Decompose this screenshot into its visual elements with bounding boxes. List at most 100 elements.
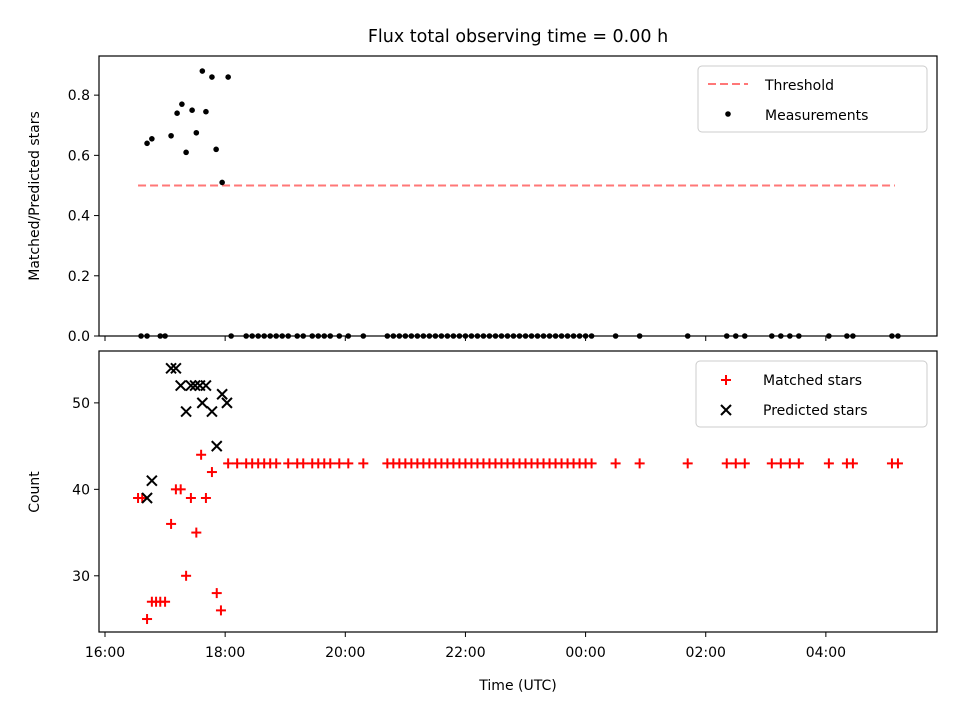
x-stroke-2 xyxy=(206,405,218,418)
x-tick-label: 22:00 xyxy=(445,645,485,661)
matched-star-point xyxy=(739,458,750,469)
x-tick-label: 00:00 xyxy=(565,645,605,661)
measurement-point xyxy=(144,140,150,147)
y-tick-label: 0.4 xyxy=(68,209,90,225)
matched-star-point xyxy=(847,458,858,469)
x-stroke-2 xyxy=(211,440,223,452)
matched-star-point xyxy=(160,596,171,607)
measurement-point xyxy=(149,135,155,142)
matched-star-point xyxy=(211,588,222,599)
matched-star-point xyxy=(283,458,294,469)
x-stroke-2 xyxy=(216,388,228,400)
measurement-point xyxy=(203,108,209,115)
predicted-star-point xyxy=(141,492,153,504)
x-stroke-2 xyxy=(221,397,233,409)
matched-star-point xyxy=(721,458,732,469)
predicted-star-point xyxy=(146,474,158,487)
y-tick-label: 40 xyxy=(72,482,90,498)
predicted-star-point xyxy=(196,397,209,409)
y-tick-label: 0.0 xyxy=(68,329,90,345)
y-tick-label: 30 xyxy=(72,569,90,585)
x-axis-label: Time (UTC) xyxy=(478,678,556,694)
x-stroke-2 xyxy=(165,362,177,374)
matched-star-point xyxy=(200,492,211,503)
matched-star-point xyxy=(166,518,177,529)
legend-measurements-swatch xyxy=(725,111,731,117)
matched-star-point xyxy=(586,458,597,469)
y-tick-label: 0.2 xyxy=(68,269,90,285)
measurement-point xyxy=(209,74,215,80)
legend-matched-swatch xyxy=(721,375,731,385)
measurement-point xyxy=(213,146,219,153)
matched-star-point xyxy=(137,492,148,503)
legend-measurements-label: Measurements xyxy=(765,108,868,124)
matched-star-point xyxy=(610,458,621,469)
matched-star-point xyxy=(175,484,186,495)
predicted-star-point xyxy=(221,397,233,409)
legend-predicted-swatch xyxy=(720,404,732,416)
x-tick-label: 20:00 xyxy=(325,645,365,661)
measurement-point xyxy=(179,101,185,107)
x-stroke-2 xyxy=(200,379,212,392)
predicted-star-point xyxy=(170,362,182,374)
matched-star-point xyxy=(793,458,804,469)
matched-star-point xyxy=(682,458,693,469)
matched-star-point xyxy=(892,458,903,469)
matched-star-point xyxy=(343,458,354,469)
legend-predicted-label: Predicted stars xyxy=(763,403,868,419)
x-tick-label: 02:00 xyxy=(686,645,726,661)
predicted-star-point xyxy=(211,440,223,452)
matched-star-point xyxy=(223,458,234,469)
axes-frame xyxy=(98,55,938,337)
measurement-point xyxy=(183,149,189,156)
x-stroke-2 xyxy=(174,379,187,392)
matched-star-point xyxy=(185,492,196,503)
bottom-subplot: 16:00 18:00 20:00 22:00 00:00 02:00 04:00 30 40 5… xyxy=(72,350,938,661)
matched-star-point xyxy=(634,458,645,469)
top-subplot: 0.0 0.2 0.4 0.6 0.8 Threshold Measurements xyxy=(68,55,938,345)
matched-star-point xyxy=(298,458,309,469)
predicted-star-point xyxy=(185,379,197,392)
chart-title: Flux total observing time = 0.00 h xyxy=(368,27,668,47)
measurement-point xyxy=(189,107,195,113)
x-stroke-2 xyxy=(170,362,182,374)
matched-star-point xyxy=(271,458,282,469)
matched-star-point xyxy=(325,458,336,469)
x-tick-label: 04:00 xyxy=(806,645,846,661)
matched-star-point xyxy=(823,458,834,469)
legend-threshold-label: Threshold xyxy=(764,78,834,94)
predicted-star-point xyxy=(206,405,218,418)
matched-star-point xyxy=(784,458,795,469)
x-stroke-2 xyxy=(185,379,197,392)
matched-star-point xyxy=(775,458,786,469)
legend: Matched stars Predicted stars xyxy=(695,360,928,428)
legend: Threshold Measurements xyxy=(697,65,928,133)
predicted-star-point xyxy=(165,362,177,374)
matched-star-point xyxy=(191,527,202,538)
x-stroke-2 xyxy=(146,474,158,487)
matched-star-point xyxy=(334,458,345,469)
measurement-point xyxy=(219,179,225,186)
matched-star-point xyxy=(142,614,153,625)
y-tick-label: 50 xyxy=(72,396,90,412)
measurement-point xyxy=(174,110,180,117)
y-tick-label: 0.6 xyxy=(68,148,90,164)
measurement-point xyxy=(225,74,231,80)
measurement-point xyxy=(199,68,206,74)
predicted-star-point xyxy=(216,388,228,400)
legend-frame xyxy=(697,65,928,133)
axes-frame xyxy=(98,350,938,633)
measurement-point xyxy=(168,132,174,139)
predicted-star-point xyxy=(180,405,192,418)
predicted-star-point xyxy=(174,379,187,392)
x-stroke-2 xyxy=(720,404,732,416)
x-tick-label: 16:00 xyxy=(85,645,125,661)
x-stroke-2 xyxy=(180,405,192,418)
matched-star-point xyxy=(358,458,369,469)
bottom-y-axis-label: Count xyxy=(27,471,43,513)
x-stroke-2 xyxy=(141,492,153,504)
legend-frame xyxy=(695,360,928,428)
matched-star-point xyxy=(730,458,741,469)
matched-star-point xyxy=(181,570,192,581)
